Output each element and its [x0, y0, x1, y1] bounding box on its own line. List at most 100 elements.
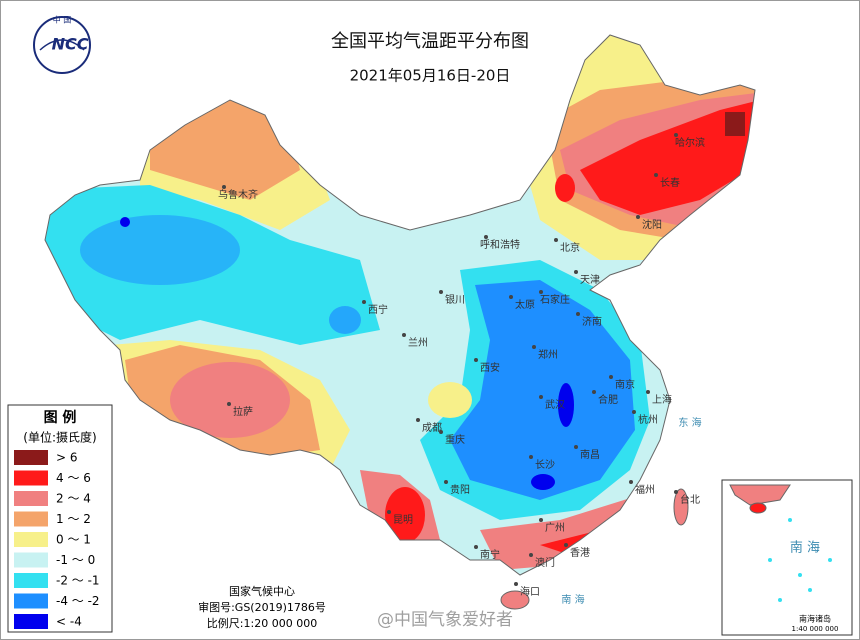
city-dot: [539, 395, 543, 399]
city-dot: [574, 270, 578, 274]
legend-label: 1 ～ 2: [56, 512, 91, 526]
city-label: 广州: [545, 522, 565, 534]
city-dot: [532, 345, 536, 349]
city-dot: [539, 290, 543, 294]
footer-approval: 审图号:GS(2019)1786号: [198, 600, 326, 614]
city-dot: [574, 445, 578, 449]
city-label: 西安: [480, 361, 500, 374]
legend-swatch: [14, 511, 48, 527]
city-dot: [609, 375, 613, 379]
city-label: 杭州: [638, 413, 658, 426]
city-dot: [402, 333, 406, 337]
city-label: 重庆: [445, 433, 465, 446]
seas: 东 海南 海: [561, 416, 701, 606]
subtitle: 2021年05月16日-20日: [350, 67, 511, 85]
city-label: 呼和浩特: [480, 239, 520, 251]
city-label: 郑州: [538, 348, 558, 361]
city-label: 拉萨: [233, 405, 253, 418]
city-dot: [629, 480, 633, 484]
hainan: [500, 590, 530, 610]
city-label: 澳门: [535, 556, 555, 569]
legend-items: > 6 4 ～ 6 2 ～ 4 1 ～ 2 0 ～ 1 -1 ～ 0 -2 ～ -1 -4 ～…: [14, 450, 100, 629]
city-label: 长春: [660, 177, 680, 189]
sea-label: 东 海: [678, 416, 701, 429]
legend-swatch: [14, 532, 48, 547]
city-label: 昆明: [393, 514, 413, 526]
city-dot: [539, 518, 543, 522]
city-dot: [227, 402, 231, 406]
legend-swatch: [14, 573, 48, 588]
legend-label: -2 ～ -1: [56, 574, 100, 588]
legend-label: < -4: [56, 615, 82, 629]
legend-swatch: [14, 470, 48, 486]
city-label: 香港: [570, 547, 590, 559]
city-label: 合肥: [598, 393, 618, 406]
city-dot: [444, 480, 448, 484]
taiwan: [673, 488, 689, 526]
city-label: 长沙: [535, 459, 555, 471]
legend-unit: (单位:摄氏度): [23, 430, 96, 445]
legend-label: 2 ～ 4: [56, 492, 91, 506]
logo-top: 中 国: [53, 15, 72, 25]
logo-text: NCC: [52, 35, 89, 54]
city-label: 上海: [652, 393, 672, 406]
inset-scale: 1:40 000 000: [792, 625, 839, 633]
inset-title: 南海诸岛: [799, 614, 831, 624]
city-dot: [416, 418, 420, 422]
city-dot: [654, 173, 658, 177]
city-dot: [509, 295, 513, 299]
city-dot: [636, 215, 640, 219]
legend-label: > 6: [56, 451, 78, 465]
city-dot: [554, 238, 558, 242]
city-dot: [514, 582, 518, 586]
city-dot: [439, 290, 443, 294]
city-dot: [474, 358, 478, 362]
legend-swatch: [14, 450, 48, 465]
legend-swatch: [14, 491, 48, 506]
city-label: 福州: [635, 483, 655, 496]
legend-swatch: [14, 593, 48, 609]
city-label: 成都: [422, 422, 442, 434]
legend-label: 4 ～ 6: [56, 471, 91, 485]
city-dot: [529, 455, 533, 459]
city-label: 南京: [615, 378, 635, 391]
city-dot: [387, 510, 391, 514]
city-label: 沈阳: [642, 218, 662, 231]
city-dot: [646, 390, 650, 394]
city-dot: [439, 430, 443, 434]
city-label: 海口: [520, 585, 540, 598]
city-dot: [674, 133, 678, 137]
legend-label: 0 ～ 1: [56, 533, 91, 547]
watermark: @中国气象爱好者: [377, 610, 513, 630]
city-label: 济南: [582, 315, 602, 328]
inset: 南 海 南海诸岛 1:40 000 000: [721, 479, 853, 636]
city-dot: [674, 490, 678, 494]
city-label: 兰州: [408, 336, 428, 349]
legend-swatch: [14, 552, 48, 568]
city-label: 贵阳: [450, 483, 470, 496]
city-dot: [362, 300, 366, 304]
footer-scale: 比例尺:1:20 000 000: [207, 616, 317, 630]
city-label: 台北: [680, 493, 700, 506]
footer-org: 国家气候中心: [229, 584, 295, 598]
city-dot: [474, 545, 478, 549]
legend-label: -4 ～ -2: [56, 594, 100, 608]
legend-title: 图 例: [44, 409, 77, 426]
city-label: 天津: [580, 274, 600, 286]
legend-swatch: [14, 614, 48, 629]
city-dot: [529, 553, 533, 557]
city-label: 太原: [515, 298, 535, 311]
logo: 中 国 NCC: [33, 15, 91, 74]
legend: 图 例 (单位:摄氏度) > 6 4 ～ 6 2 ～ 4 1 ～ 2 0 ～ 1 -1 ～…: [7, 404, 113, 633]
city-label: 北京: [560, 241, 580, 254]
city-dot: [222, 185, 226, 189]
city-label: 银川: [445, 293, 465, 306]
city-label: 西宁: [368, 303, 388, 316]
city-label: 武汉: [545, 398, 565, 411]
legend-label: -1 ～ 0: [56, 553, 95, 567]
city-label: 石家庄: [540, 293, 570, 306]
city-dot: [484, 235, 488, 239]
city-dot: [592, 390, 596, 394]
city-label: 哈尔滨: [675, 136, 705, 149]
